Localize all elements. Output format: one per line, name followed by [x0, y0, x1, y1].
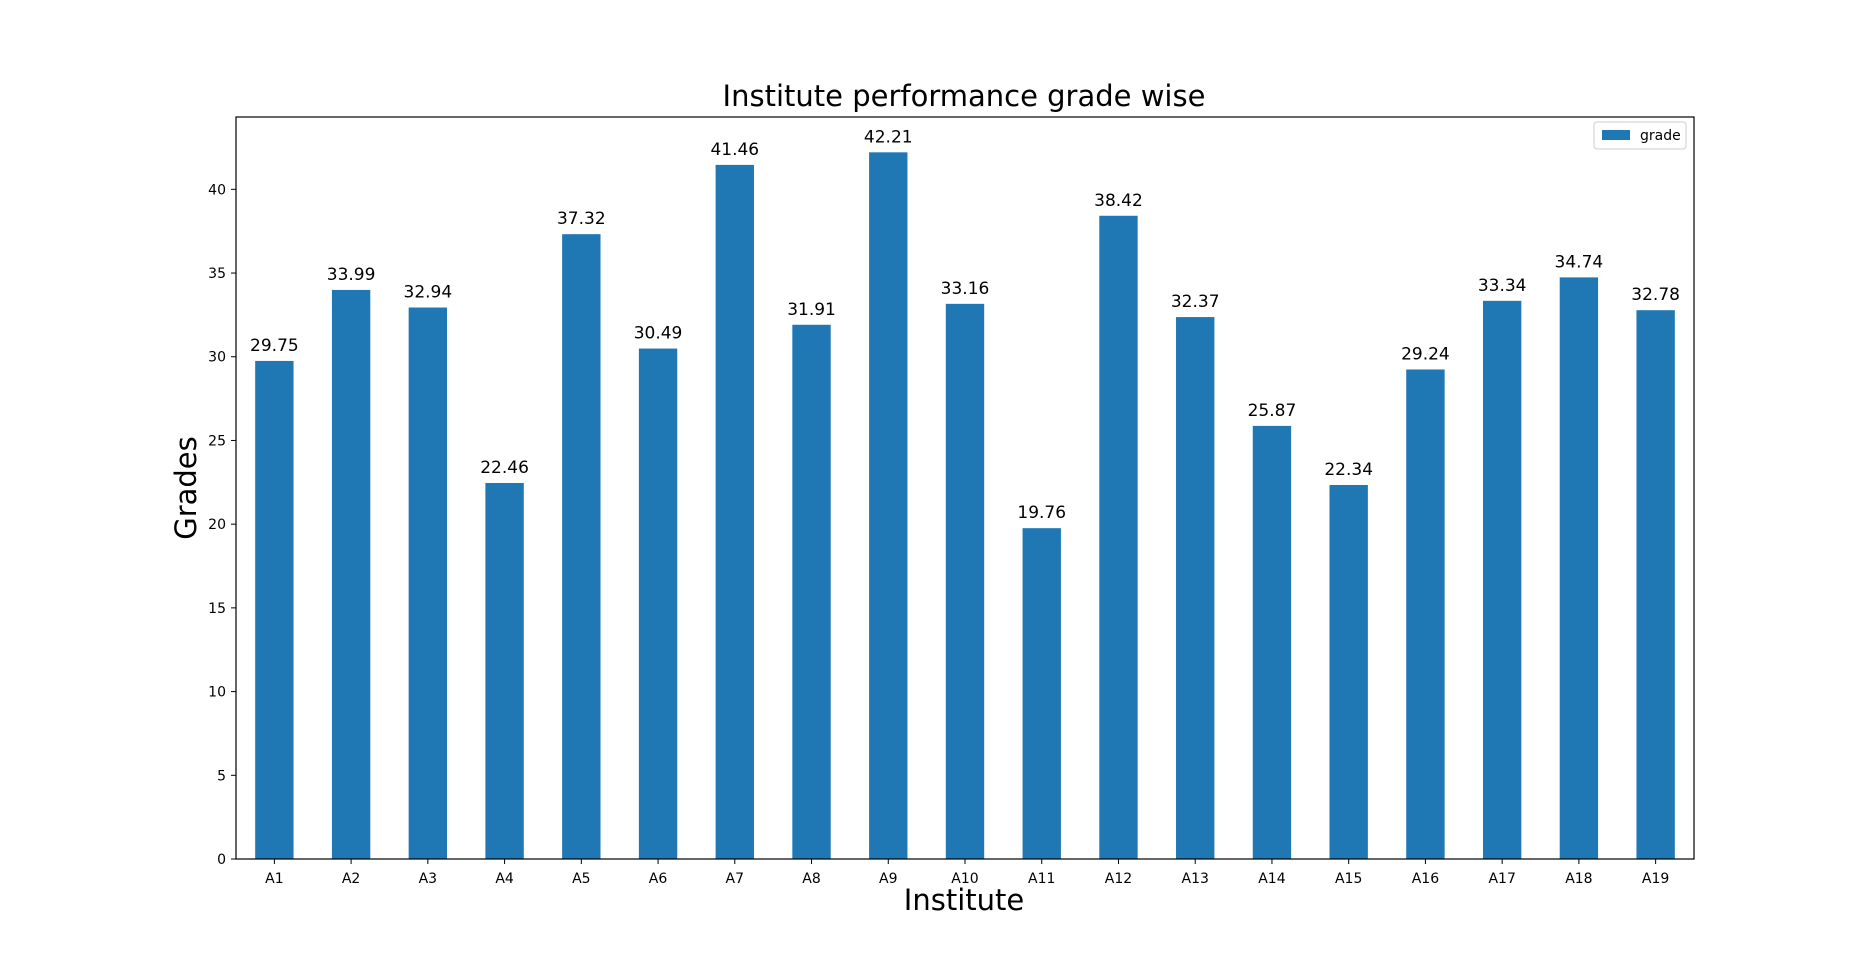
- data-label-A12: 38.42: [1094, 191, 1143, 211]
- y-tick-label-5: 5: [217, 768, 226, 784]
- bar-A3: [408, 307, 448, 859]
- x-axis-label: Institute: [904, 883, 1024, 917]
- bar-A14: [1252, 425, 1292, 859]
- bar-A15: [1329, 484, 1368, 859]
- x-tick-label-A14: A14: [1258, 871, 1285, 887]
- bar-A1: [255, 360, 294, 859]
- bar-A13: [1176, 317, 1215, 859]
- bars-layer: [255, 152, 1675, 860]
- x-tick-label-A12: A12: [1105, 871, 1132, 887]
- bar-A19: [1636, 310, 1675, 859]
- x-tick-label-A9: A9: [879, 871, 897, 887]
- bar-A10: [945, 303, 985, 859]
- y-tick-label-35: 35: [208, 266, 226, 282]
- bar-A11: [1022, 528, 1061, 859]
- data-label-A5: 37.32: [557, 209, 606, 229]
- chart-title: Institute performance grade wise: [723, 79, 1206, 113]
- x-tick-label-A10: A10: [951, 871, 978, 887]
- x-tick-label-A8: A8: [802, 871, 820, 887]
- data-label-A19: 32.78: [1631, 285, 1680, 305]
- x-tick-label-A19: A19: [1642, 871, 1669, 887]
- x-tick-label-A16: A16: [1412, 871, 1439, 887]
- data-label-A15: 22.34: [1324, 460, 1373, 480]
- x-tick-label-A2: A2: [342, 871, 360, 887]
- x-tick-label-A17: A17: [1488, 871, 1515, 887]
- data-label-A14: 25.87: [1248, 401, 1297, 421]
- y-tick-label-0: 0: [217, 852, 226, 868]
- y-tick-label-15: 15: [208, 601, 226, 617]
- x-tick-label-A6: A6: [649, 871, 668, 887]
- x-tick-label-A11: A11: [1028, 871, 1055, 887]
- bar-A12: [1099, 215, 1138, 859]
- legend-label: grade: [1640, 128, 1681, 144]
- data-label-A7: 41.46: [710, 140, 759, 160]
- y-tick-label-10: 10: [208, 685, 226, 701]
- bar-A2: [331, 289, 371, 859]
- x-tick-label-A18: A18: [1565, 871, 1592, 887]
- data-label-A6: 30.49: [634, 324, 683, 344]
- data-label-A18: 34.74: [1555, 252, 1604, 272]
- bar-A6: [638, 348, 678, 859]
- x-tick-label-A3: A3: [419, 871, 437, 887]
- data-label-A8: 31.91: [787, 300, 836, 320]
- x-tick-label-A15: A15: [1335, 871, 1362, 887]
- data-label-A3: 32.94: [404, 283, 453, 303]
- y-tick-label-20: 20: [208, 517, 226, 533]
- bar-A16: [1406, 369, 1445, 859]
- y-tick-label-25: 25: [208, 433, 226, 449]
- legend: grade: [1593, 121, 1687, 150]
- data-labels-layer: 29.75 33.99 32.94 22.46 37.32 30.49 41.46 31.91…: [250, 127, 1680, 523]
- data-label-A1: 29.75: [250, 336, 299, 356]
- bar-A18: [1559, 277, 1599, 859]
- y-tick-label-40: 40: [208, 182, 226, 198]
- data-label-A10: 33.16: [941, 279, 990, 299]
- data-label-A4: 22.46: [480, 458, 529, 478]
- x-tick-label-A4: A4: [495, 871, 514, 887]
- y-tick-label-30: 30: [208, 350, 226, 366]
- bar-A4: [485, 482, 524, 859]
- x-tick-label-A13: A13: [1182, 871, 1209, 887]
- bar-A7: [715, 164, 754, 859]
- bar-A8: [792, 324, 831, 859]
- plot-frame: [235, 116, 1695, 860]
- x-tick-label-A7: A7: [726, 871, 744, 887]
- y-axis-label: Grades: [169, 436, 203, 540]
- legend-swatch: [1602, 130, 1630, 140]
- x-tick-label-A1: A1: [265, 871, 283, 887]
- bar-A5: [562, 234, 601, 860]
- data-label-A17: 33.34: [1478, 276, 1527, 296]
- bar-A9: [869, 152, 908, 859]
- data-label-A16: 29.24: [1401, 344, 1450, 364]
- data-label-A9: 42.21: [864, 127, 913, 147]
- y-axis-ticks: 0 5 10 15 20 25 30 35 40: [208, 182, 236, 868]
- legend-box: [1593, 121, 1687, 150]
- x-axis-ticks: A1 A2 A3 A4 A5 A6 A7 A8 A9 A10 A11 A12 A13 A14 A15 A16 A…: [265, 859, 1669, 887]
- data-label-A13: 32.37: [1171, 292, 1220, 312]
- data-label-A2: 33.99: [327, 265, 376, 285]
- x-tick-label-A5: A5: [572, 871, 590, 887]
- bar-A17: [1482, 300, 1522, 859]
- data-label-A11: 19.76: [1017, 503, 1066, 523]
